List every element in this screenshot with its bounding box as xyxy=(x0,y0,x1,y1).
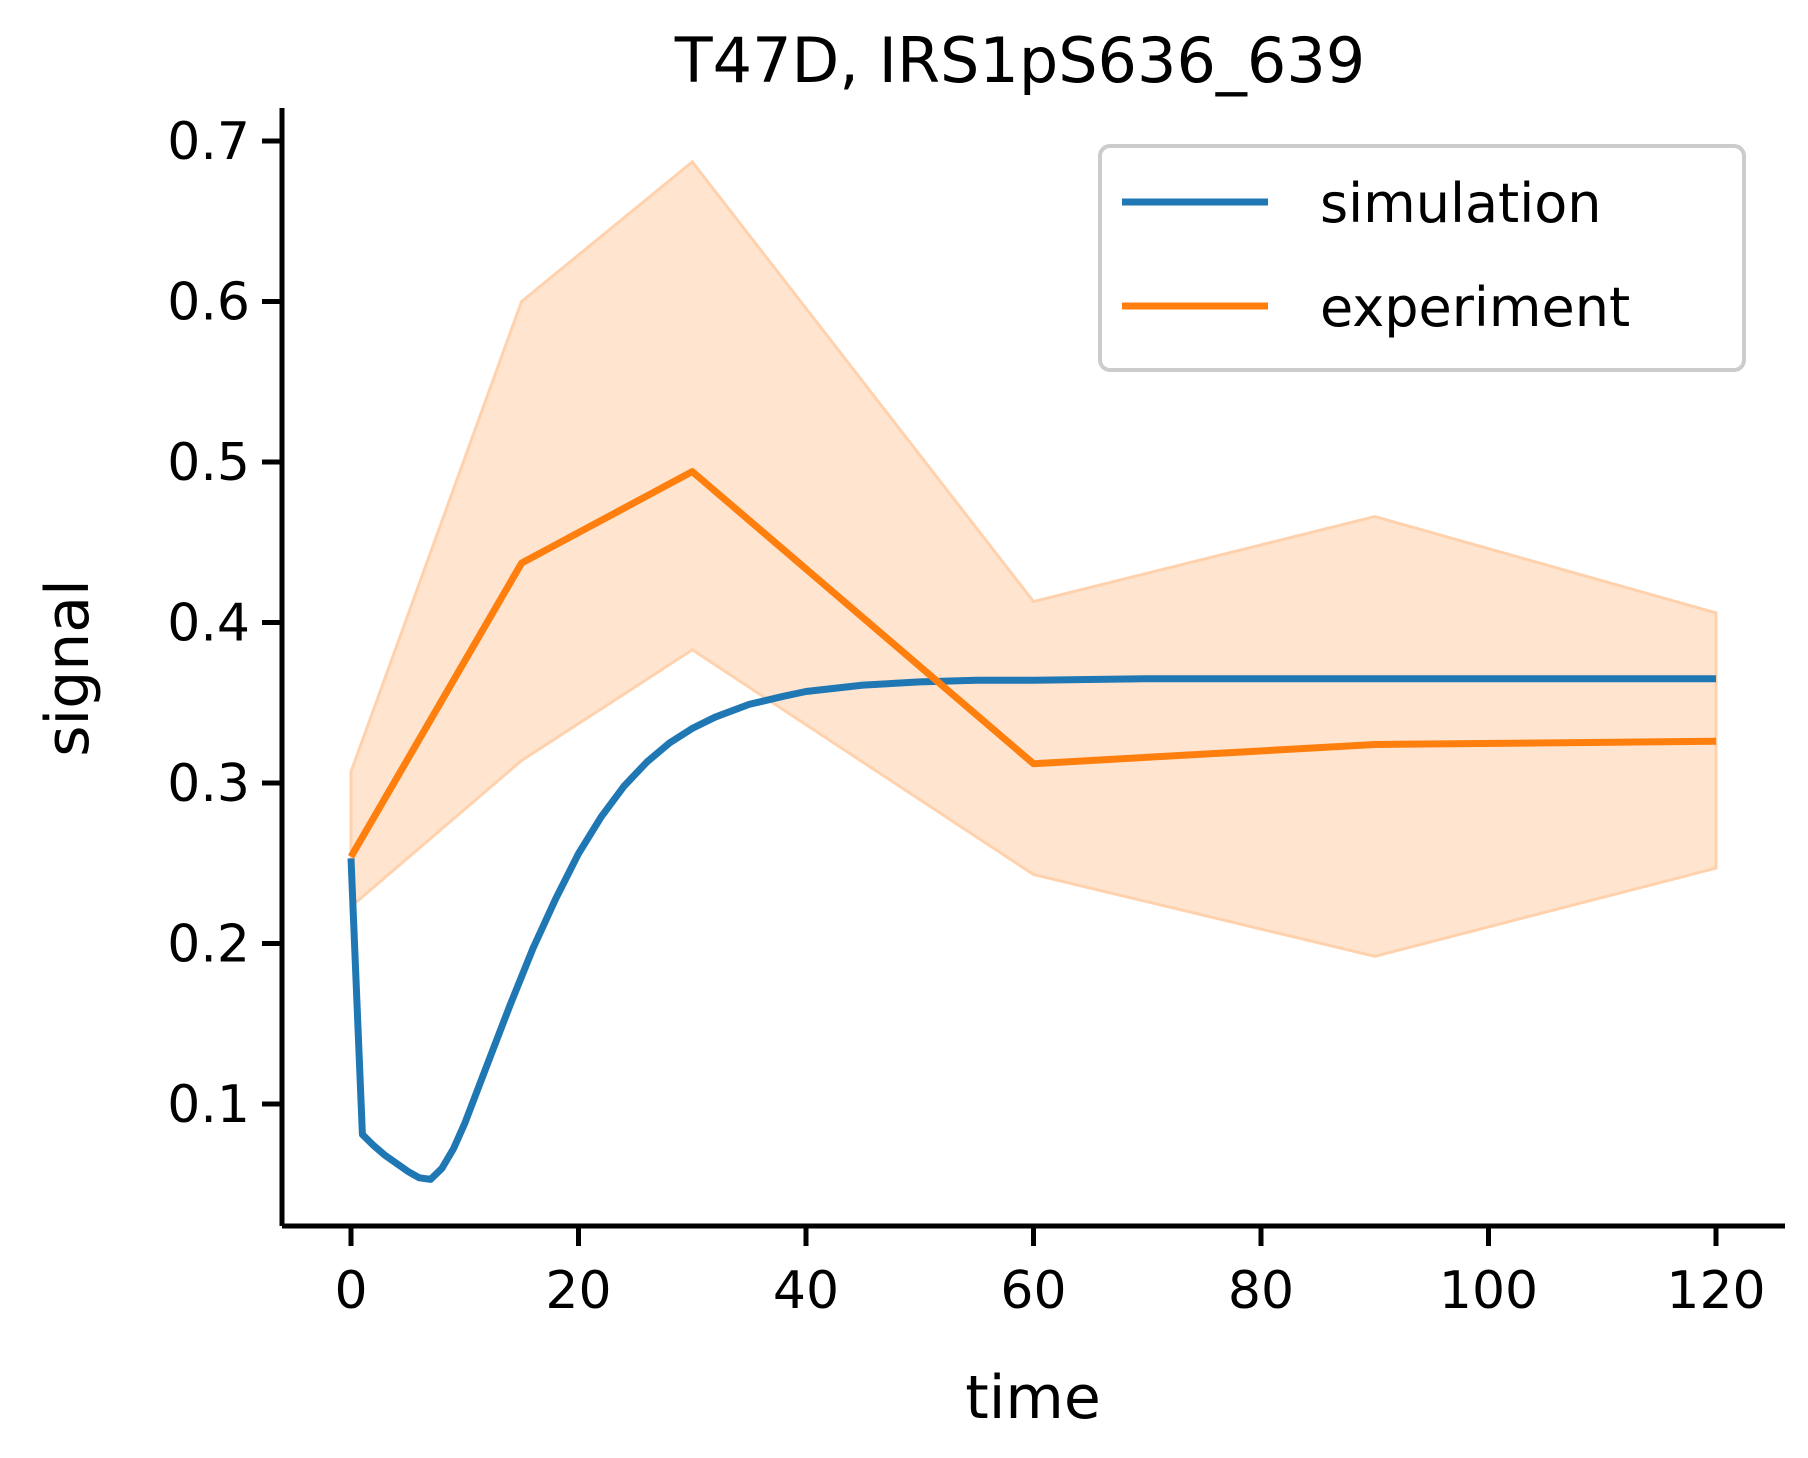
y-tick-label: 0.4 xyxy=(167,594,250,654)
y-tick-label: 0.3 xyxy=(167,754,250,814)
chart-title: T47D, IRS1pS636_639 xyxy=(674,24,1365,97)
y-tick-label: 0.6 xyxy=(167,273,250,333)
simulation-line xyxy=(347,675,1716,1183)
y-tick-label: 0.5 xyxy=(167,433,250,493)
x-tick-label: 60 xyxy=(1000,1261,1066,1321)
x-tick-label: 80 xyxy=(1228,1261,1294,1321)
x-tick-label: 20 xyxy=(545,1261,611,1321)
x-tick-label: 0 xyxy=(334,1261,367,1321)
legend-label-simulation: simulation xyxy=(1320,172,1602,235)
y-tick-label: 0.2 xyxy=(167,915,250,975)
plot-area xyxy=(347,159,1718,1183)
y-tick-label: 0.7 xyxy=(167,112,250,172)
x-ticks: 0 20 40 60 80 100 120 xyxy=(334,1226,1766,1321)
legend: simulation experiment xyxy=(1098,144,1746,372)
x-axis-label: time xyxy=(965,1363,1101,1433)
y-ticks: 0.1 0.2 0.3 0.4 0.5 0.6 0.7 xyxy=(167,112,282,1135)
experiment-error-band xyxy=(349,159,1718,958)
experiment-line xyxy=(347,468,1717,859)
x-tick-label: 120 xyxy=(1666,1261,1765,1321)
x-tick-label: 40 xyxy=(773,1261,839,1321)
y-axis-label: signal xyxy=(33,579,103,756)
legend-label-experiment: experiment xyxy=(1320,276,1630,339)
x-tick-label: 100 xyxy=(1439,1261,1538,1321)
y-tick-label: 0.1 xyxy=(167,1075,250,1135)
